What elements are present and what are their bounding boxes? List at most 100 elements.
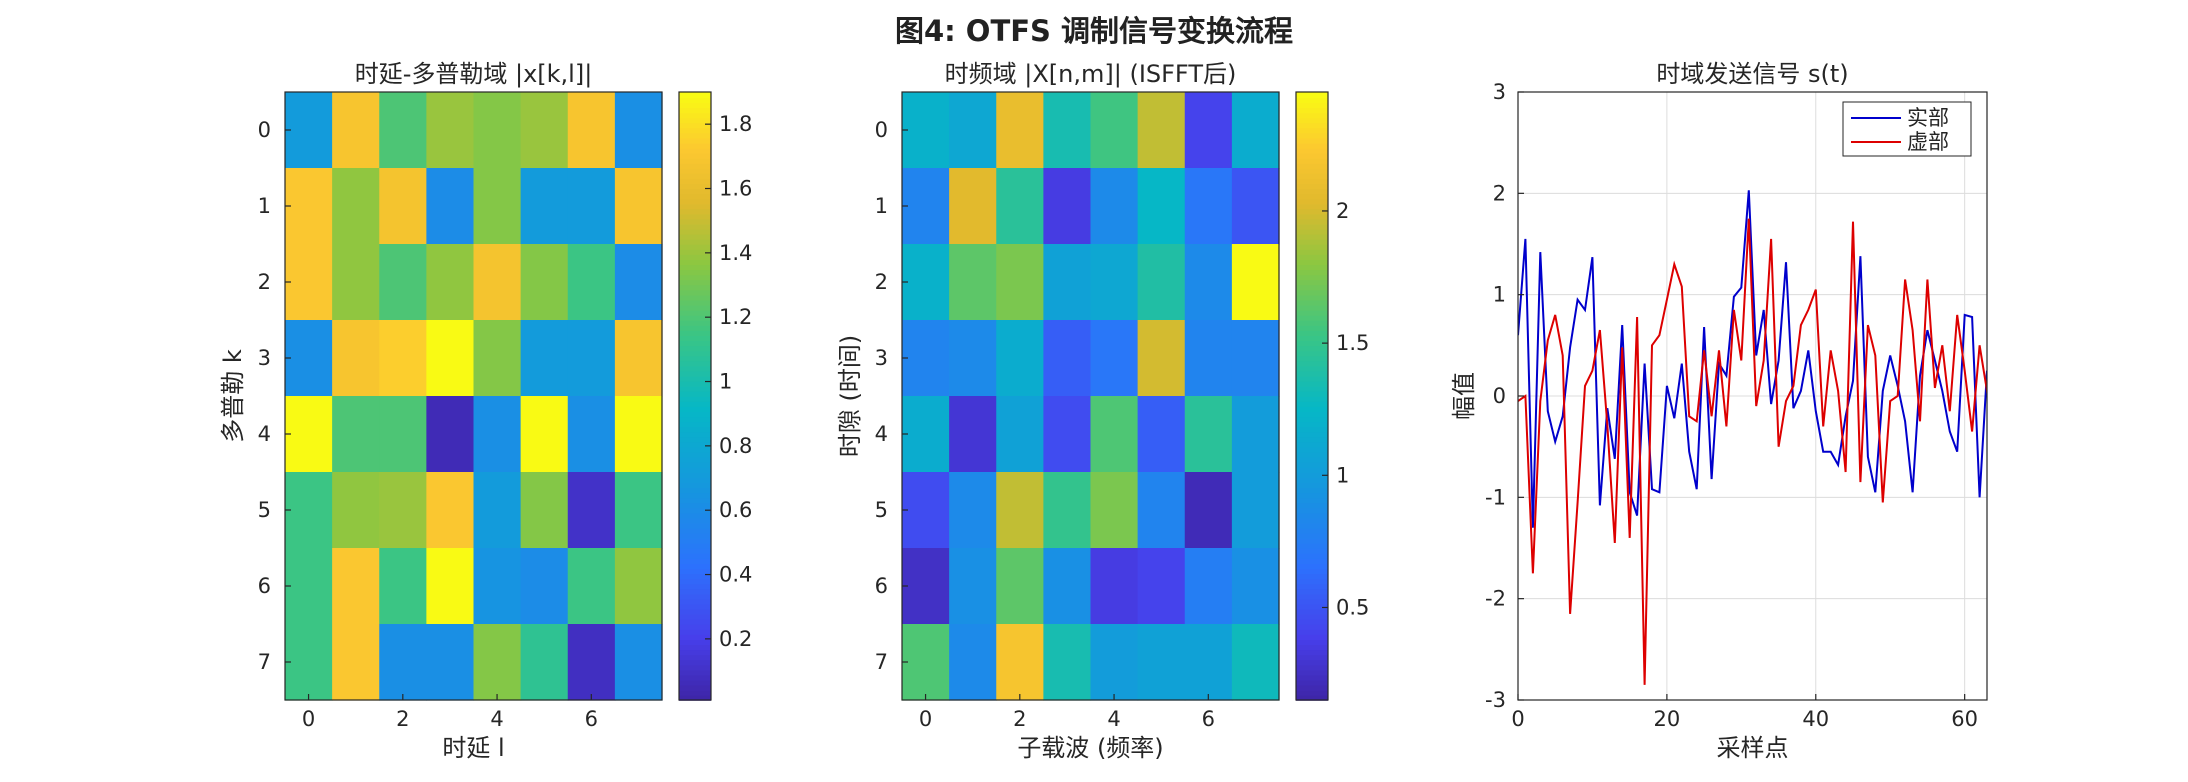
colorbar-band: [1296, 314, 1328, 321]
colorbar-band: [1296, 411, 1328, 418]
colorbar-band: [679, 198, 711, 205]
heatmap-cell-r7-c4: [473, 624, 522, 701]
colorbar-band: [679, 188, 711, 195]
heatmap-cell-r2-c5: [1137, 244, 1186, 321]
colorbar-band: [1296, 168, 1328, 174]
colorbar-band: [679, 157, 711, 164]
colorbar-band: [1296, 502, 1328, 509]
x-tick-label: 40: [1802, 707, 1829, 731]
colorbar-band: [679, 385, 711, 392]
heatmap-cell-r3-c7: [1231, 320, 1280, 397]
heatmap-cell-r7-c0: [902, 624, 950, 701]
colorbar-band: [1296, 259, 1328, 266]
x-tick-label: 2: [1013, 707, 1026, 731]
colorbar-band: [1296, 639, 1328, 646]
colorbar-band: [1296, 684, 1328, 691]
heatmap-cell-r7-c6: [1184, 624, 1233, 701]
y-tick-label: -1: [1485, 485, 1506, 509]
colorbar-band: [679, 578, 711, 585]
colorbar-band: [679, 142, 711, 149]
colorbar-band: [679, 233, 711, 240]
colorbar-band: [679, 97, 711, 103]
heatmap-cell-r6-c4: [473, 548, 522, 625]
colorbar-band: [1296, 644, 1328, 651]
colorbar-band: [679, 487, 711, 494]
colorbar-band: [1296, 497, 1328, 504]
heatmap-cell-r5-c7: [1231, 472, 1280, 549]
heatmap-cell-r0-c1: [949, 92, 997, 169]
heatmap-cell-r1-c5: [520, 168, 569, 245]
colorbar-band: [679, 284, 711, 291]
x-tick-label: 60: [1951, 707, 1978, 731]
heatmap-cell-r0-c1: [332, 92, 380, 169]
colorbar-band: [679, 583, 711, 590]
colorbar-frame: [678, 91, 712, 701]
heatmap-cell-r3-c4: [1090, 320, 1139, 397]
colorbar-band: [679, 593, 711, 600]
colorbar-band: [679, 325, 711, 331]
colorbar-band: [679, 548, 711, 554]
plot-frame: [901, 91, 1280, 701]
heatmap-cell-r6-c0: [902, 548, 950, 625]
colorbar-band: [679, 482, 711, 488]
y-tick-label: -3: [1485, 688, 1506, 712]
colorbar-band: [1296, 679, 1328, 686]
colorbar-band: [679, 345, 711, 352]
colorbar-band: [1296, 477, 1328, 483]
colorbar-band: [1296, 223, 1328, 230]
colorbar-band: [1296, 441, 1328, 448]
colorbar-band: [679, 396, 711, 402]
heatmap-cell-r6-c5: [520, 548, 569, 625]
figure-title: 图4: OTFS 调制信号变换流程: [895, 14, 1293, 48]
colorbar-band: [679, 441, 711, 448]
colorbar-band: [1296, 649, 1328, 656]
colorbar-band: [1296, 183, 1328, 190]
colorbar-band: [679, 492, 711, 499]
heatmap-cell-r7-c4: [1090, 624, 1139, 701]
colorbar-band: [679, 451, 711, 458]
colorbar-band: [679, 502, 711, 509]
colorbar-band: [1296, 451, 1328, 458]
y-tick-label: 3: [875, 346, 888, 370]
colorbar-band: [1296, 654, 1328, 661]
heatmap-cell-r6-c1: [949, 548, 997, 625]
heatmap-cell-r4-c6: [567, 396, 616, 473]
colorbar-band: [679, 132, 711, 139]
x-tick-label: 4: [1107, 707, 1120, 731]
heatmap-cell-r1-c2: [996, 168, 1044, 245]
colorbar-band: [679, 254, 711, 260]
colorbar-band: [1296, 608, 1328, 615]
colorbar-band: [1296, 380, 1328, 387]
colorbar-band: [1296, 618, 1328, 625]
colorbar-band: [1296, 162, 1328, 169]
colorbar-band: [679, 669, 711, 676]
colorbar-band: [679, 203, 711, 210]
heatmap-cell-r3-c6: [567, 320, 616, 397]
heatmap-cell-r1-c1: [949, 168, 997, 245]
heatmap-cell-r2-c2: [996, 244, 1044, 321]
colorbar-tick-label: 2: [1336, 199, 1349, 223]
y-tick-label: 1: [875, 194, 888, 218]
colorbar-band: [1296, 284, 1328, 291]
heatmap-cell-r6-c7: [1231, 548, 1280, 625]
colorbar-band: [679, 238, 711, 245]
colorbar-band: [1296, 421, 1328, 428]
heatmap-cell-r2-c7: [614, 244, 663, 321]
colorbar-band: [679, 421, 711, 428]
colorbar-band: [679, 304, 711, 311]
colorbar-band: [1296, 385, 1328, 392]
colorbar-band: [679, 558, 711, 564]
y-tick-label: 2: [875, 270, 888, 294]
colorbar-band: [679, 244, 711, 250]
colorbar-band: [1296, 370, 1328, 377]
colorbar-band: [1296, 390, 1328, 397]
colorbar-band: [679, 542, 711, 549]
colorbar-band: [1296, 173, 1328, 179]
heatmap-cell-r5-c0: [902, 472, 950, 549]
x-tick-label: 0: [919, 707, 932, 731]
heatmap-cell-r3-c4: [473, 320, 522, 397]
colorbar-frame: [1295, 91, 1329, 701]
colorbar-band: [1296, 320, 1328, 326]
heatmap-cell-r0-c5: [520, 92, 569, 169]
colorbar-band: [1296, 92, 1328, 98]
